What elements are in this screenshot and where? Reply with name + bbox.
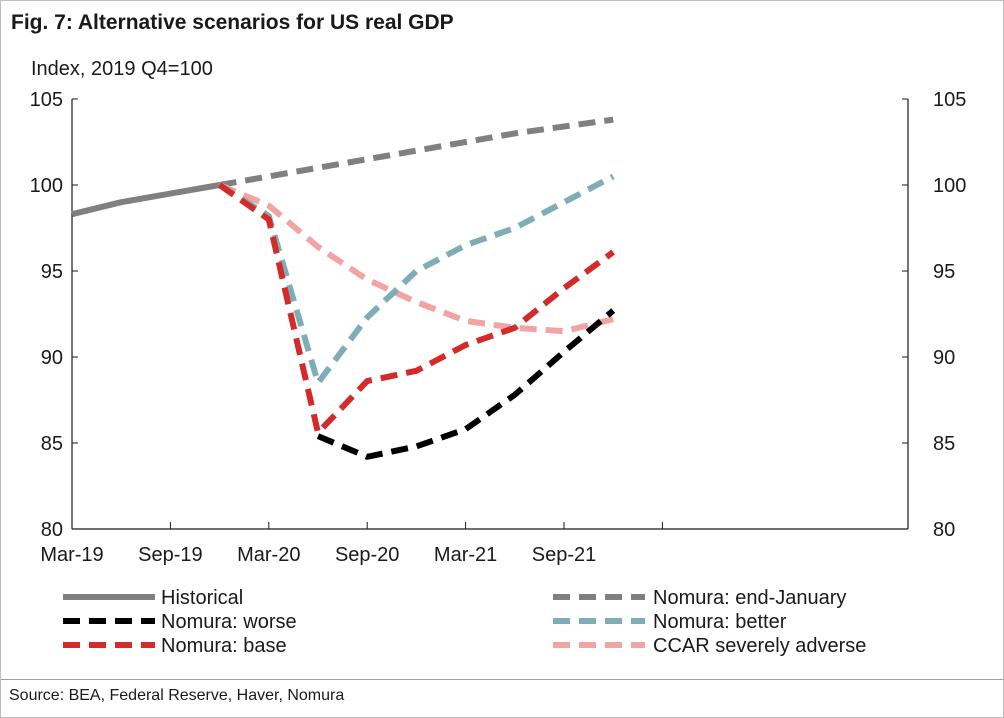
footer-divider (1, 679, 1003, 680)
y-tick-label-right: 80 (933, 519, 955, 541)
chart-title: Fig. 7: Alternative scenarios for US rea… (11, 11, 454, 34)
y-tick-label-right: 100 (933, 175, 966, 197)
legend-label-nomura-end-january: Nomura: end-January (653, 587, 846, 609)
x-tick-label: Sep-19 (138, 544, 203, 566)
legend-label-ccar-severely-adverse: CCAR severely adverse (653, 635, 866, 657)
series-layer (71, 116, 616, 460)
series-line-nomura-base (217, 182, 615, 436)
legend-label-historical: Historical (161, 587, 243, 609)
x-tick-label: Mar-21 (434, 544, 497, 566)
series-line-nomura-better (218, 173, 615, 386)
series-line-nomura-end-january (219, 116, 614, 188)
source-note: Source: BEA, Federal Reserve, Haver, Nom… (9, 687, 345, 704)
y-tick-label-right: 105 (933, 89, 966, 111)
y-tick-label-left: 95 (41, 261, 63, 283)
y-tick-label-left: 100 (30, 175, 63, 197)
y-tick-label-left: 90 (41, 347, 63, 369)
x-tick-label: Sep-21 (532, 544, 597, 566)
series-line-nomura-worse (316, 308, 616, 460)
y-tick-label-left: 80 (41, 519, 63, 541)
x-tick-label: Mar-20 (237, 544, 300, 566)
y-tick-label-right: 95 (933, 261, 955, 283)
y-tick-label-left: 85 (41, 433, 63, 455)
y-axis-label: Index, 2019 Q4=100 (31, 58, 213, 80)
chart-canvas: 80 80 85 85 90 90 95 95 100 100 105 105 Mar-19 Sep-19… (30, 89, 967, 657)
legend-label-nomura-base: Nomura: base (161, 635, 287, 657)
axes: 80 80 85 85 90 90 95 95 100 100 105 105 Mar-19 Sep-19… (30, 89, 967, 566)
legend-label-nomura-worse: Nomura: worse (161, 611, 297, 633)
series-line-historical (71, 182, 221, 218)
x-tick-label: Sep-20 (335, 544, 400, 566)
legend-label-nomura-better: Nomura: better (653, 611, 787, 633)
series-line-ccar-severely-adverse (218, 182, 614, 335)
x-tick-label: Mar-19 (40, 544, 103, 566)
y-tick-label-left: 105 (30, 89, 63, 111)
y-tick-label-right: 85 (933, 433, 955, 455)
y-tick-label-right: 90 (933, 347, 955, 369)
